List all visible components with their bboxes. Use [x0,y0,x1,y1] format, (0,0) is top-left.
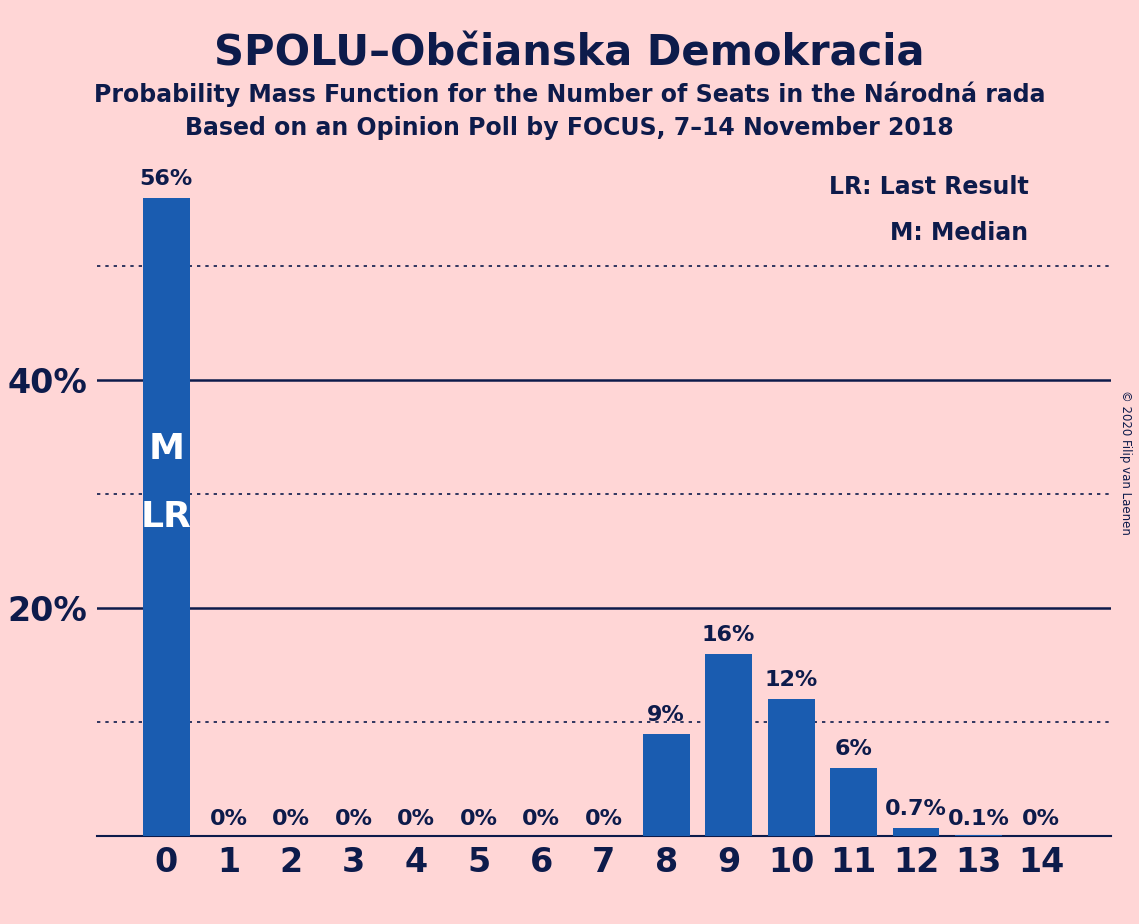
Text: 12%: 12% [764,670,818,690]
Text: Based on an Opinion Poll by FOCUS, 7–14 November 2018: Based on an Opinion Poll by FOCUS, 7–14 … [186,116,953,140]
Bar [830,768,877,836]
Text: 56%: 56% [140,169,192,188]
Text: 6%: 6% [835,738,872,759]
Bar [642,734,689,836]
Text: 0.1%: 0.1% [948,809,1009,830]
Text: 0%: 0% [335,809,372,830]
Bar [956,835,1002,836]
Text: 0%: 0% [272,809,310,830]
Text: LR: LR [141,500,191,534]
Text: 0%: 0% [398,809,435,830]
Text: 0.7%: 0.7% [885,799,947,820]
Text: 9%: 9% [647,704,685,724]
Text: Probability Mass Function for the Number of Seats in the Národná rada: Probability Mass Function for the Number… [93,81,1046,107]
Bar [893,828,940,836]
Text: LR: Last Result: LR: Last Result [829,176,1029,200]
Text: 0%: 0% [460,809,498,830]
Text: 16%: 16% [702,625,755,645]
Bar [142,198,190,836]
Text: 0%: 0% [584,809,623,830]
Text: M: M [148,432,185,466]
Bar [705,654,752,836]
Bar [768,699,814,836]
Text: 0%: 0% [522,809,560,830]
Text: SPOLU–Občianska Demokracia: SPOLU–Občianska Demokracia [214,32,925,74]
Text: © 2020 Filip van Laenen: © 2020 Filip van Laenen [1118,390,1132,534]
Text: M: Median: M: Median [891,221,1029,245]
Text: 0%: 0% [210,809,248,830]
Text: 0%: 0% [1022,809,1060,830]
